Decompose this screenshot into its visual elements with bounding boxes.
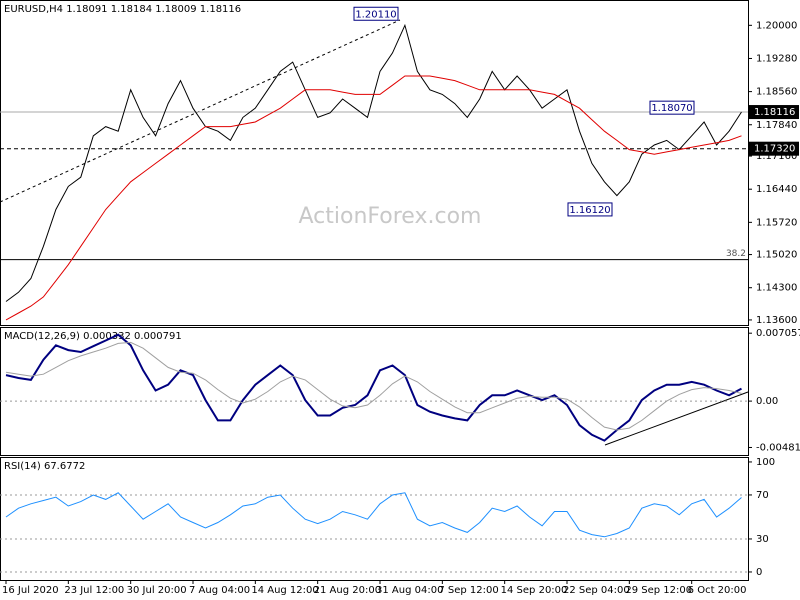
- series-line: [5, 492, 742, 538]
- watermark: ActionForex.com: [299, 204, 482, 229]
- y-tick-label: 1.20000: [756, 20, 797, 31]
- trend-line: [0, 19, 401, 203]
- x-tick-label: 16 Jul 2020: [2, 585, 59, 596]
- x-tick-label: 14 Sep 20:00: [501, 585, 568, 596]
- x-tick-label: 6 Oct 20:00: [688, 585, 747, 596]
- panel-title: EURUSD,H4 1.18091 1.18184 1.18009 1.1811…: [4, 4, 241, 15]
- y-tick-label: 0.00: [756, 396, 778, 407]
- y-tick-label: 100: [756, 457, 775, 468]
- support-box: [749, 141, 799, 156]
- y-tick-label: 1.14300: [756, 283, 797, 294]
- x-tick-label: 29 Sep 12:00: [625, 585, 692, 596]
- y-tick-label: 70: [756, 490, 769, 501]
- panel-frame: [0, 327, 749, 456]
- x-tick-label: 23 Jul 12:00: [64, 585, 124, 596]
- annotation-box: [353, 6, 399, 21]
- panel-frame: [0, 0, 749, 326]
- x-tick-label: 14 Aug 12:00: [251, 585, 318, 596]
- x-tick-label: 21 Aug 20:00: [314, 585, 381, 596]
- x-tick-label: 31 Aug 04:00: [376, 585, 443, 596]
- current-price-label: 1.18116: [754, 107, 795, 118]
- annotation-box: [567, 202, 613, 217]
- macd-trend-line: [604, 391, 749, 446]
- panel-title: RSI(14) 67.6772: [4, 461, 85, 472]
- series-line: [5, 341, 742, 431]
- annotation-label: 1.20110: [355, 9, 396, 20]
- y-tick-label: 1.18560: [756, 87, 797, 98]
- y-tick-label: 1.19280: [756, 53, 797, 64]
- x-tick-label: 30 Jul 20:00: [127, 585, 187, 596]
- y-tick-label: 1.16440: [756, 184, 797, 195]
- y-tick-label: 30: [756, 534, 769, 545]
- current-price-box: [749, 105, 799, 120]
- y-tick-label: 1.13600: [756, 315, 797, 326]
- x-tick-label: 7 Aug 04:00: [189, 585, 250, 596]
- panel-frame: [0, 457, 749, 581]
- annotation-box: [649, 100, 695, 115]
- y-tick-label: 1.15720: [756, 217, 797, 228]
- series-line: [5, 75, 742, 321]
- support-label: 1.17320: [754, 144, 795, 155]
- x-tick-label: 7 Sep 12:00: [438, 585, 498, 596]
- series-line: [5, 333, 742, 442]
- annotation-label: 1.18070: [651, 103, 692, 114]
- y-tick-label: 1.17840: [756, 120, 797, 131]
- fib-label: 38.2: [726, 249, 746, 259]
- y-tick-label: 1.17160: [756, 151, 797, 162]
- y-tick-label: 0.007057: [756, 328, 800, 339]
- y-tick-label: 0: [756, 567, 762, 578]
- y-tick-label: -0.004818: [756, 442, 800, 453]
- annotation-label: 1.16120: [569, 205, 610, 216]
- x-tick-label: 22 Sep 04:00: [563, 585, 630, 596]
- y-tick-label: 1.15020: [756, 250, 797, 261]
- panel-title: MACD(12,26,9) 0.000332 0.000791: [4, 331, 182, 342]
